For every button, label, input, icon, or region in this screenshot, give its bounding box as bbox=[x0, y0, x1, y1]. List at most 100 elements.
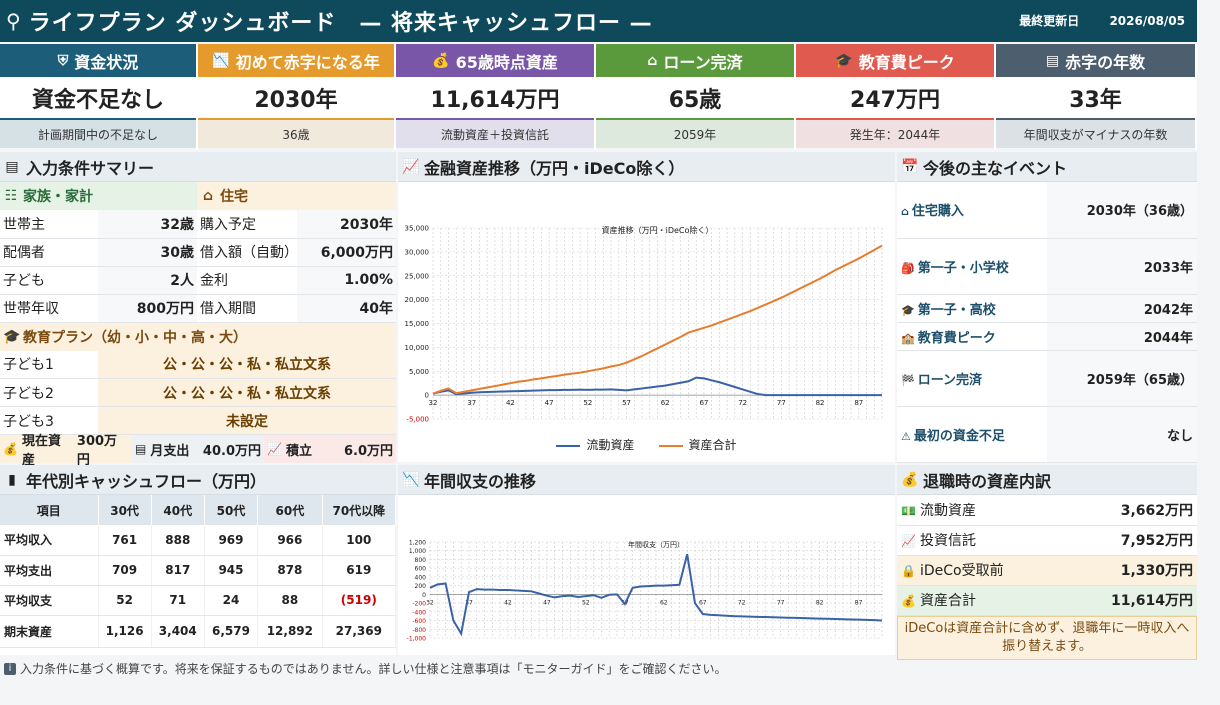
summary-row: 子ども 2人 金利 1.00% bbox=[0, 266, 396, 295]
kpi-card: 💰 65歳時点資産 11,614万円 流動資産＋投資信託 bbox=[396, 44, 596, 150]
cashflow-header: 30代 bbox=[98, 495, 152, 525]
kpi-value: 資金不足なし bbox=[0, 77, 196, 120]
cashflow-header-row: 項目 30代 40代 50代 60代 70代以降 bbox=[0, 495, 397, 525]
asset-chart-panel-title: 金融資産推移（万円・iDeCo除く） bbox=[424, 158, 685, 178]
kpi-card: 📉 初めて赤字になる年 2030年 36歳 bbox=[198, 44, 396, 150]
y-tick-label: 800 bbox=[415, 557, 427, 564]
x-tick-label: 52 bbox=[583, 399, 592, 407]
money-bag-icon: 💰 bbox=[901, 594, 916, 608]
summary-key: 金利 bbox=[197, 266, 297, 295]
last-updated: 最終更新日 2026/08/05 bbox=[1019, 12, 1185, 29]
x-tick-label: 67 bbox=[699, 599, 707, 606]
event-name: ⚠ 最初の資金不足 bbox=[897, 406, 1047, 463]
kpi-sub: 36歳 bbox=[198, 120, 394, 148]
summary-row: 世帯主 32歳 購入予定 2030年 bbox=[0, 210, 396, 239]
events-title: 今後の主なイベント bbox=[923, 158, 1068, 178]
kpi-value: 65歳 bbox=[596, 77, 794, 120]
kpi-sub: 年間収支がマイナスの年数 bbox=[996, 120, 1195, 148]
checkered-flag-icon: 🏁 bbox=[901, 373, 915, 387]
event-name: 🏁 ローン完済 bbox=[897, 350, 1047, 407]
summary-title: 入力条件サマリー bbox=[26, 158, 155, 178]
kpi-sub: 2059年 bbox=[596, 120, 794, 148]
x-tick-label: 57 bbox=[622, 399, 631, 407]
kpi-title: 💰 65歳時点資産 bbox=[396, 44, 594, 77]
graduation-cap-icon: 🎓 bbox=[835, 52, 853, 69]
legend-label: 資産合計 bbox=[688, 438, 737, 452]
cashflow-cell: (519) bbox=[322, 585, 397, 616]
school-icon: 🏫 bbox=[901, 331, 915, 345]
x-tick-label: 72 bbox=[738, 399, 747, 407]
y-tick-label: 200 bbox=[415, 583, 427, 590]
housing-section-title: ⌂ 住宅 bbox=[197, 182, 396, 210]
x-tick-label: 87 bbox=[855, 599, 863, 606]
education-child: 子ども3 bbox=[0, 406, 98, 435]
updated-label: 最終更新日 bbox=[1019, 14, 1080, 28]
cashflow-row: 期末資産 1,126 3,404 6,579 12,892 27,369 bbox=[0, 615, 397, 648]
cashflow-cell: 761 bbox=[98, 525, 152, 556]
summary-footer: 💰 現在資産 300万円 ▤ 月支出 40.0万円 📈 積立 6.0万円 bbox=[0, 434, 396, 468]
x-tick-label: 32 bbox=[429, 399, 438, 407]
lock-icon: 🔒 bbox=[901, 564, 916, 578]
retirement-value: 7,952万円 bbox=[1062, 525, 1197, 556]
y-tick-label: 1,000 bbox=[409, 548, 426, 555]
cashflow-cell: 1,126 bbox=[98, 615, 152, 648]
summary-value: 30歳 bbox=[98, 238, 197, 267]
education-plan: 公・公・公・私・私立文系 bbox=[98, 378, 396, 407]
retirement-panel: 💰 退職時の資産内訳 💵 流動資産 3,662万円 📈 投資信託 7,952万円 🔒 iDeCo… bbox=[897, 465, 1197, 660]
y-tick-label: 0 bbox=[425, 392, 429, 400]
summary-value: 800万円 bbox=[98, 294, 197, 323]
event-date: 2044年 bbox=[1047, 322, 1197, 351]
summary-key: 世帯年収 bbox=[0, 294, 98, 323]
kpi-title: 📉 初めて赤字になる年 bbox=[198, 44, 394, 77]
education-row: 子ども1 公・公・公・私・私立文系 bbox=[0, 350, 396, 379]
legend-item: 流動資産 bbox=[556, 436, 635, 453]
x-tick-label: 87 bbox=[854, 399, 863, 407]
retirement-note: iDeCoは資産合計に含めず、退職年に一時収入へ振り替えます。 bbox=[897, 615, 1197, 660]
cashflow-header: 60代 bbox=[257, 495, 323, 525]
receipt-icon: ▤ bbox=[135, 442, 147, 456]
warning-icon: ⚠ bbox=[901, 429, 911, 443]
retirement-row: 🔒 iDeCo受取前 1,330万円 bbox=[897, 555, 1197, 586]
cashflow-header: 40代 bbox=[151, 495, 205, 525]
event-date: なし bbox=[1047, 406, 1197, 463]
y-tick-label: 0 bbox=[422, 592, 426, 599]
page-title: ライフプラン ダッシュボード — 将来キャッシュフロー — bbox=[28, 11, 653, 36]
x-tick-label: 77 bbox=[777, 599, 785, 606]
y-tick-label: -1,000 bbox=[407, 636, 427, 643]
chart-title: 年間収支（万円） bbox=[628, 540, 684, 549]
cashflow-row: 平均収入 761 888 969 966 100 bbox=[0, 525, 397, 556]
cashflow-cell: 27,369 bbox=[322, 615, 397, 648]
kpi-card: ⌂ ローン完済 65歳 2059年 bbox=[596, 44, 796, 150]
cashflow-table: 項目 30代 40代 50代 60代 70代以降 平均収入 761 888 969 966 100 平均… bbox=[0, 495, 397, 648]
house-icon: ⌂ bbox=[202, 188, 214, 204]
house-icon: ⌂ bbox=[901, 205, 909, 219]
x-tick-label: 37 bbox=[467, 399, 476, 407]
summary-key: 配偶者 bbox=[0, 238, 98, 267]
cashflow-cell: 888 bbox=[151, 525, 205, 556]
x-tick-label: 77 bbox=[777, 399, 786, 407]
cashflow-title: 年代別キャッシュフロー（万円） bbox=[26, 471, 267, 491]
y-tick-label: 30,000 bbox=[405, 248, 430, 256]
x-tick-label: 42 bbox=[504, 599, 512, 606]
y-tick-label: 1,200 bbox=[409, 540, 426, 547]
event-row: 🏫 教育費ピーク 2044年 bbox=[897, 322, 1197, 351]
cashflow-cell: 945 bbox=[204, 555, 259, 586]
y-tick-label: -600 bbox=[412, 618, 426, 625]
info-icon: i bbox=[4, 662, 16, 675]
summary-key: 世帯主 bbox=[0, 210, 98, 239]
brand-icon: ⚲ bbox=[6, 9, 21, 33]
y-tick-label: 400 bbox=[415, 574, 427, 581]
events-table: ⌂ 住宅購入 2030年（36歳） 🎒 第一子・小学校 2033年 🎓 第一子・高校 2042年… bbox=[897, 182, 1197, 463]
summary-value: 32歳 bbox=[98, 210, 197, 239]
education-child: 子ども1 bbox=[0, 350, 98, 379]
cashflow-header: 項目 bbox=[0, 495, 99, 525]
series-line bbox=[432, 376, 882, 397]
money-bag-icon: 💰 bbox=[432, 52, 450, 69]
x-tick-label: 47 bbox=[545, 399, 554, 407]
kpi-sub: 発生年：2044年 bbox=[796, 120, 994, 148]
graduation-cap-icon: 🎓 bbox=[3, 328, 21, 345]
summary-key: 借入期間 bbox=[197, 294, 297, 323]
cashflow-cell: 88 bbox=[257, 585, 323, 616]
summary-value: 1.00% bbox=[297, 266, 396, 295]
y-tick-label: 10,000 bbox=[405, 344, 430, 352]
